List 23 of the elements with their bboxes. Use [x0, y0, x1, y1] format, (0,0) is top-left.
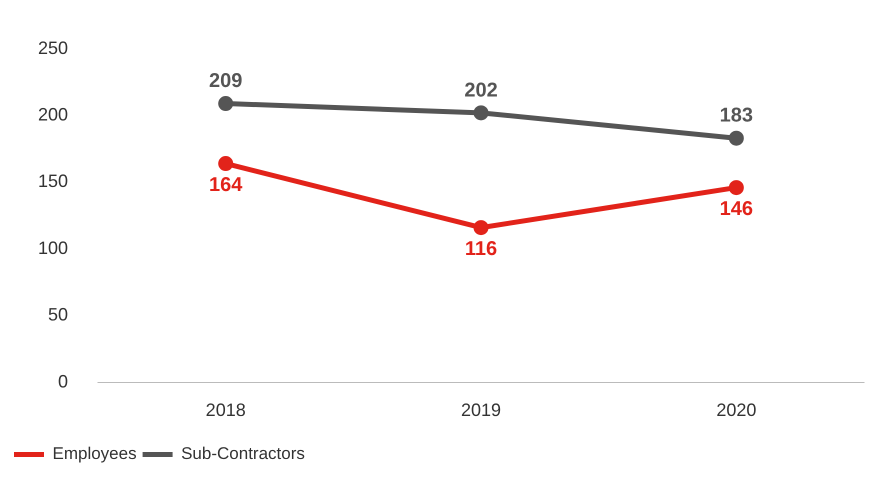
y-tick-label: 100 — [38, 238, 68, 258]
point — [218, 156, 234, 172]
x-tick-label: 2020 — [716, 400, 756, 420]
y-tick-label: 200 — [38, 104, 68, 124]
data-label: 116 — [464, 238, 498, 260]
data-label: 164 — [209, 174, 244, 196]
x-tick-label: 2018 — [206, 400, 246, 420]
data-label: 209 — [209, 70, 242, 92]
y-tick-label: 150 — [38, 171, 68, 192]
legend-label: Employees — [52, 444, 137, 464]
data-label: 146 — [720, 198, 754, 220]
y-tick-label: 250 — [38, 38, 68, 58]
point — [728, 180, 744, 196]
y-tick-label: 0 — [58, 371, 68, 392]
point — [474, 105, 489, 120]
data-label: 183 — [720, 104, 754, 127]
legend-label: Sub-Contractors — [181, 444, 305, 464]
point — [728, 130, 744, 146]
point — [218, 96, 234, 112]
y-tick-label: 50 — [48, 304, 68, 325]
data-label: 202 — [464, 79, 498, 102]
x-tick-label: 2019 — [460, 400, 502, 420]
point — [474, 220, 489, 236]
